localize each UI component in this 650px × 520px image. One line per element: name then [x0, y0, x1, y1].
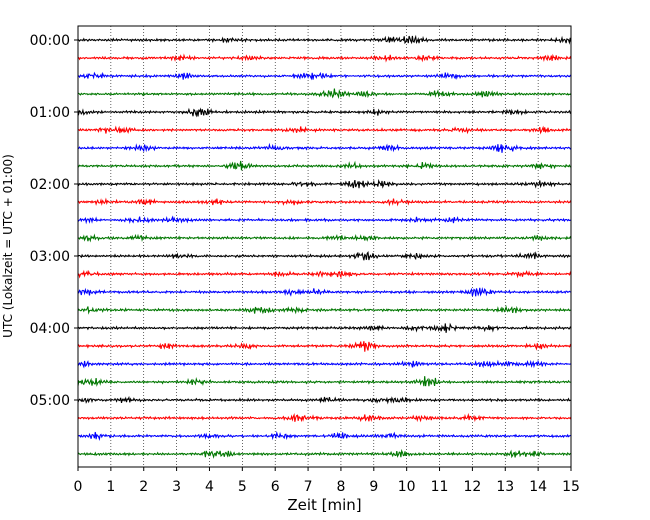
trace-18	[77, 341, 572, 352]
trace-21	[77, 395, 572, 405]
trace-17	[77, 322, 572, 333]
trace-2	[78, 53, 572, 63]
trace-19	[77, 359, 572, 369]
trace-16	[77, 304, 572, 315]
trace-9	[77, 178, 572, 189]
x-tick-label-6: 6	[271, 479, 280, 495]
trace-10	[77, 197, 572, 207]
x-tick-label-5: 5	[238, 479, 247, 495]
trace-13	[77, 250, 571, 261]
y-tick-label-0: 00:00	[30, 33, 70, 49]
y-tick-label-5: 05:00	[30, 393, 70, 409]
plot-frame	[77, 25, 572, 468]
trace-12	[77, 233, 572, 243]
y-axis-label: UTC (Lokalzeit = UTC + 01:00)	[1, 154, 15, 338]
trace-14	[77, 269, 572, 279]
x-tick-label-12: 12	[463, 479, 481, 495]
x-tick-label-13: 13	[496, 479, 514, 495]
trace-15	[77, 287, 572, 297]
x-tick-label-7: 7	[304, 479, 313, 495]
trace-20	[77, 376, 572, 387]
x-axis-ticks: 0 1 2 3 4 5 6 7 8 9 10 11 12 13 14 15	[74, 467, 580, 495]
y-tick-label-2: 02:00	[30, 177, 70, 193]
x-tick-label-4: 4	[205, 479, 214, 495]
y-tick-label-3: 03:00	[30, 249, 70, 265]
x-tick-label-1: 1	[106, 479, 115, 495]
trace-1	[77, 34, 572, 45]
trace-6	[77, 125, 572, 135]
trace-8	[77, 160, 572, 171]
x-tick-label-8: 8	[336, 479, 345, 495]
x-tick-label-0: 0	[74, 479, 83, 495]
trace-7	[77, 142, 572, 153]
trace-11	[77, 215, 572, 225]
x-tick-label-14: 14	[529, 479, 547, 495]
trace-3	[77, 71, 572, 81]
y-axis-ticks: 00:00 01:00 02:00 03:00 04:00 05:00	[30, 33, 78, 409]
x-tick-label-3: 3	[172, 479, 181, 495]
x-tick-label-15: 15	[562, 479, 580, 495]
trace-23	[77, 430, 572, 442]
y-tick-label-4: 04:00	[30, 321, 70, 337]
x-tick-label-10: 10	[398, 479, 416, 495]
trace-22	[77, 412, 572, 423]
x-tick-label-11: 11	[431, 479, 449, 495]
x-tick-label-9: 9	[369, 479, 378, 495]
traces	[77, 34, 572, 459]
trace-24	[77, 448, 572, 459]
trace-5	[77, 107, 572, 118]
trace-4	[77, 88, 572, 100]
x-tick-label-2: 2	[139, 479, 148, 495]
x-axis-label: Zeit [min]	[287, 496, 361, 514]
y-tick-label-1: 01:00	[30, 105, 70, 121]
